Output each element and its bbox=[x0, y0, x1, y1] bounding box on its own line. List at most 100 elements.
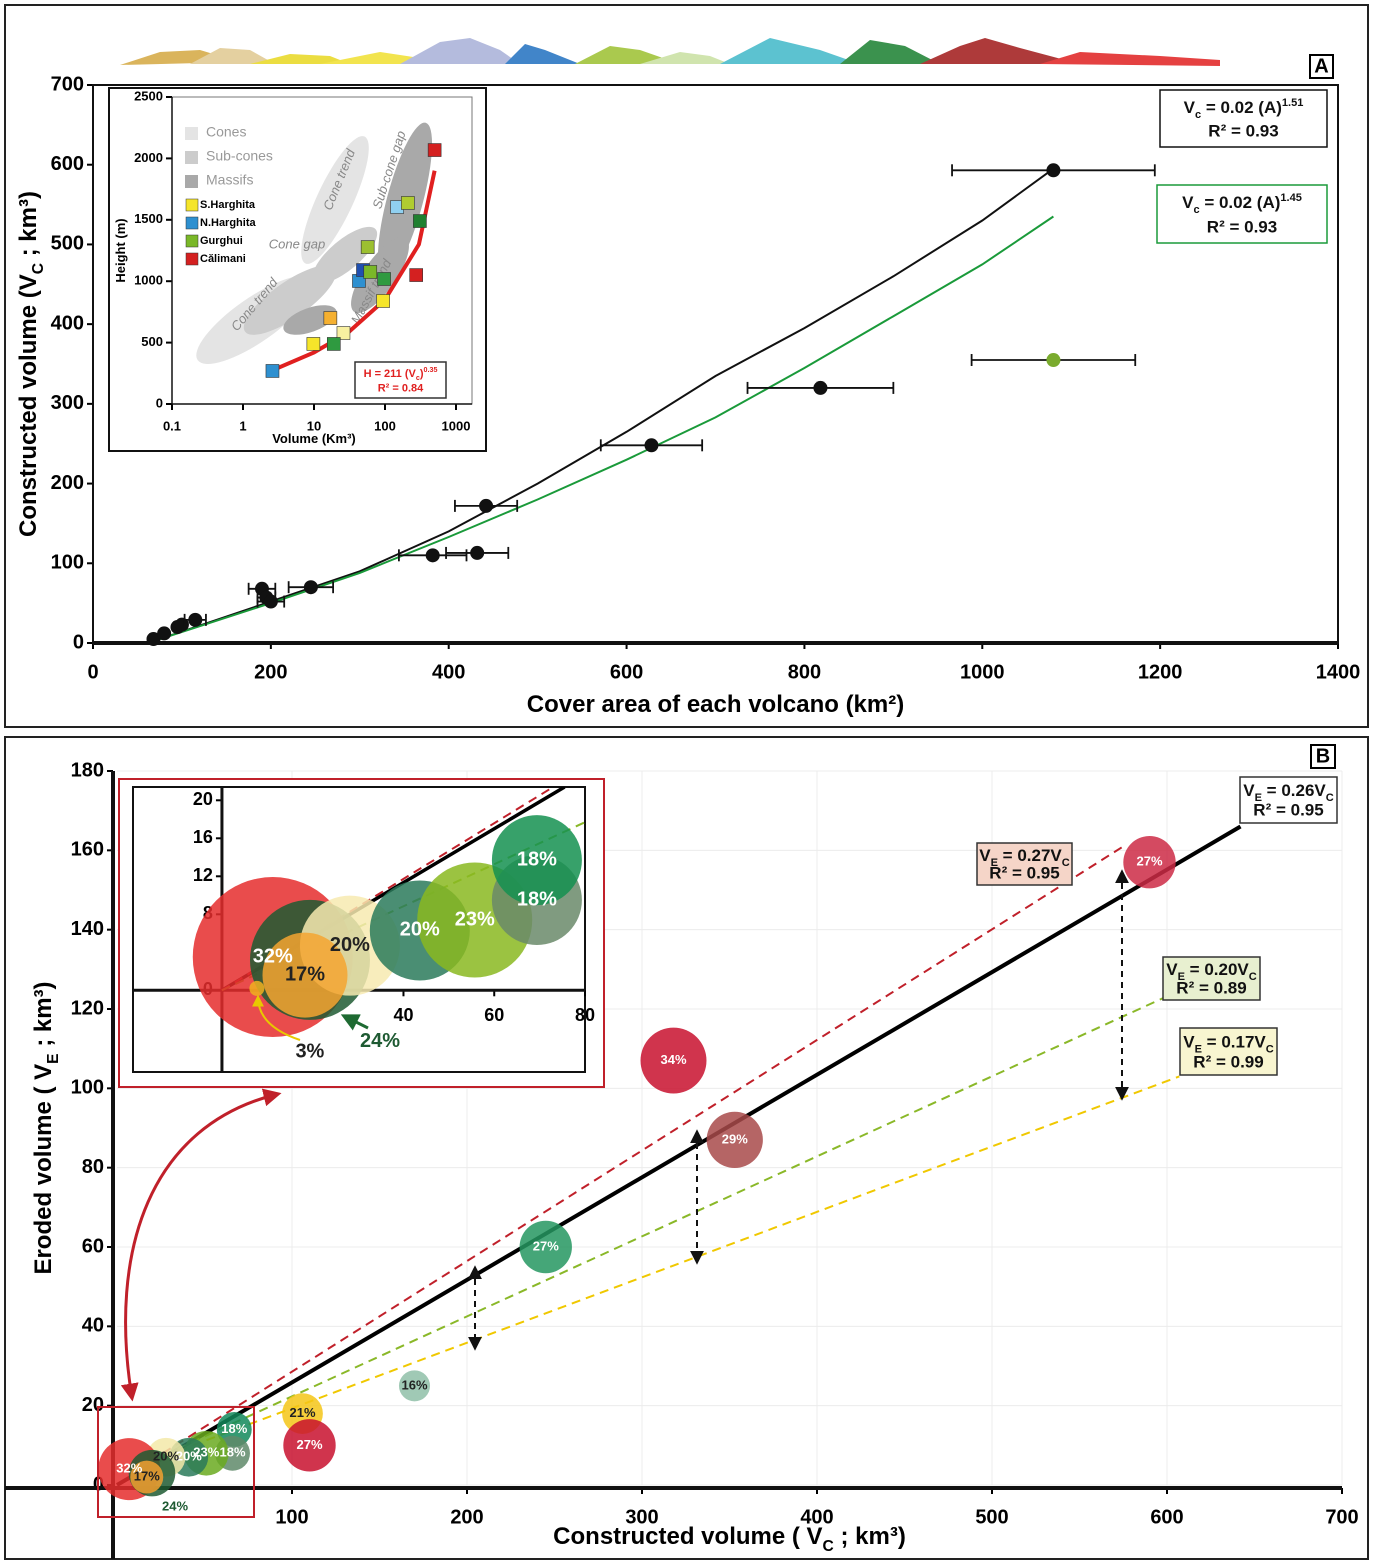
equation-part: E bbox=[991, 857, 998, 869]
equation-part: C bbox=[1062, 857, 1070, 869]
equation-box bbox=[1156, 184, 1328, 244]
bubble-label: 17% bbox=[134, 1469, 160, 1484]
bubble bbox=[706, 1111, 763, 1169]
y-tick-label: 2000 bbox=[134, 150, 163, 165]
x-tick-label: 1400 bbox=[1316, 661, 1361, 683]
bubble-label: 18% bbox=[517, 888, 557, 910]
equation-box bbox=[976, 842, 1073, 886]
y-axis-label-part: E bbox=[45, 1053, 62, 1063]
zoom-arrow bbox=[120, 1088, 282, 1402]
equation-part: V bbox=[1182, 194, 1194, 213]
equation-part: 1.51 bbox=[1282, 97, 1304, 109]
bubble-label: 29% bbox=[722, 1131, 748, 1146]
y-tick-label: 16 bbox=[193, 827, 213, 847]
x-tick-label: 400 bbox=[432, 661, 465, 683]
y-tick-label: 20 bbox=[193, 789, 213, 809]
r-squared: R² = 0.89 bbox=[1176, 978, 1246, 997]
equation-part: V bbox=[1183, 1033, 1195, 1052]
equation-part: c bbox=[1195, 109, 1201, 121]
y-tick-label: 500 bbox=[51, 233, 84, 255]
legend-label: S.Harghita bbox=[200, 199, 256, 211]
bubble-label: 20% bbox=[400, 919, 440, 941]
legend-label: N.Harghita bbox=[200, 217, 257, 229]
point bbox=[360, 240, 375, 254]
y-tick-label: 100 bbox=[51, 552, 84, 574]
point bbox=[479, 498, 494, 513]
y-tick-label: 600 bbox=[51, 153, 84, 175]
equation-part: 0.35 bbox=[424, 366, 438, 374]
y-tick-label: 160 bbox=[71, 839, 104, 861]
equation-part: = 0.17V bbox=[1202, 1033, 1266, 1052]
x-axis-label-part: Volume (Km³) bbox=[272, 431, 356, 446]
point bbox=[376, 294, 390, 308]
legend-label: Cones bbox=[206, 124, 246, 140]
fit-curve bbox=[154, 215, 1054, 642]
legend-swatch bbox=[185, 127, 198, 140]
x-axis-label: Constructed volume ( VC ; km³) bbox=[553, 1523, 906, 1554]
equation-box bbox=[354, 361, 447, 399]
equation-part: V bbox=[979, 846, 991, 865]
y-tick-label: 180 bbox=[71, 759, 104, 781]
x-tick-label: 600 bbox=[1150, 1506, 1183, 1528]
bubble-label: 20% bbox=[330, 934, 370, 956]
equation-box bbox=[1159, 89, 1328, 148]
bubble-label: 17% bbox=[285, 963, 325, 985]
equation: H = 211 (Vc)0.35 bbox=[364, 366, 438, 382]
equation-part: E bbox=[1255, 792, 1262, 804]
point bbox=[377, 272, 391, 286]
y-tick-label: 200 bbox=[51, 472, 84, 494]
x-tick-label: 800 bbox=[788, 661, 821, 683]
legend-label: Călimani bbox=[200, 253, 246, 265]
bubble-label: 27% bbox=[1136, 854, 1162, 869]
bubble-label: 24% bbox=[360, 1030, 400, 1052]
legend-label: Gurghui bbox=[200, 235, 243, 247]
equation-box bbox=[1162, 956, 1261, 1001]
bubble bbox=[249, 980, 265, 996]
x-tick-label: 0.1 bbox=[163, 418, 181, 433]
point bbox=[413, 214, 427, 228]
x-tick-label: 1 bbox=[239, 418, 246, 433]
bubble-label: 23% bbox=[455, 908, 495, 930]
equation: VE = 0.26VC bbox=[1243, 782, 1334, 804]
legend-label: Massifs bbox=[206, 172, 253, 188]
point bbox=[157, 626, 172, 641]
r-squared: R² = 0.95 bbox=[1253, 801, 1323, 820]
trend-line bbox=[149, 845, 1124, 1463]
x-tick-label: 400 bbox=[800, 1506, 833, 1528]
equation-part: H = 211 (V bbox=[364, 368, 417, 380]
inset-b-overlay bbox=[252, 994, 369, 1041]
point bbox=[409, 268, 423, 282]
point bbox=[470, 545, 485, 560]
equation-part: ) bbox=[420, 368, 424, 380]
y-axis-label: Constructed volume (VC ; km³) bbox=[15, 191, 46, 537]
r-squared: R² = 0.95 bbox=[989, 864, 1059, 883]
y-axis-label-part: Height (m) bbox=[113, 218, 128, 282]
x-tick-label: 600 bbox=[610, 661, 643, 683]
point bbox=[303, 580, 318, 595]
point bbox=[401, 196, 415, 210]
bubble bbox=[519, 1220, 572, 1274]
legend-swatch bbox=[185, 198, 199, 212]
bubble-label: 18% bbox=[517, 848, 557, 870]
equation-part: 1.45 bbox=[1280, 192, 1302, 204]
bubble-label: 16% bbox=[401, 1377, 427, 1392]
y-tick-label: 300 bbox=[51, 392, 84, 414]
equation-part: = 0.02 (A) bbox=[1200, 194, 1281, 213]
zoom-box bbox=[97, 1406, 255, 1518]
bubble bbox=[640, 1027, 707, 1094]
y-tick-label: 40 bbox=[82, 1315, 104, 1337]
equation-part: = 0.27V bbox=[998, 846, 1062, 865]
equation: Vc = 0.02 (A)1.45 bbox=[1182, 192, 1302, 216]
bubble bbox=[1123, 836, 1176, 889]
x-tick-label: 1200 bbox=[1138, 661, 1183, 683]
x-tick-label: 10 bbox=[307, 418, 321, 433]
bubble-label: 32% bbox=[116, 1461, 142, 1476]
y-tick-label: 700 bbox=[51, 73, 84, 95]
equation-part: E bbox=[1178, 971, 1185, 983]
bubble-label: 18% bbox=[221, 1421, 247, 1436]
y-axis-label: Height (m) bbox=[113, 218, 128, 282]
equation: VE = 0.17VC bbox=[1183, 1033, 1274, 1055]
panel-b-overlay bbox=[97, 869, 1129, 1518]
bubble bbox=[262, 932, 348, 1018]
trend-line bbox=[149, 1075, 1180, 1463]
